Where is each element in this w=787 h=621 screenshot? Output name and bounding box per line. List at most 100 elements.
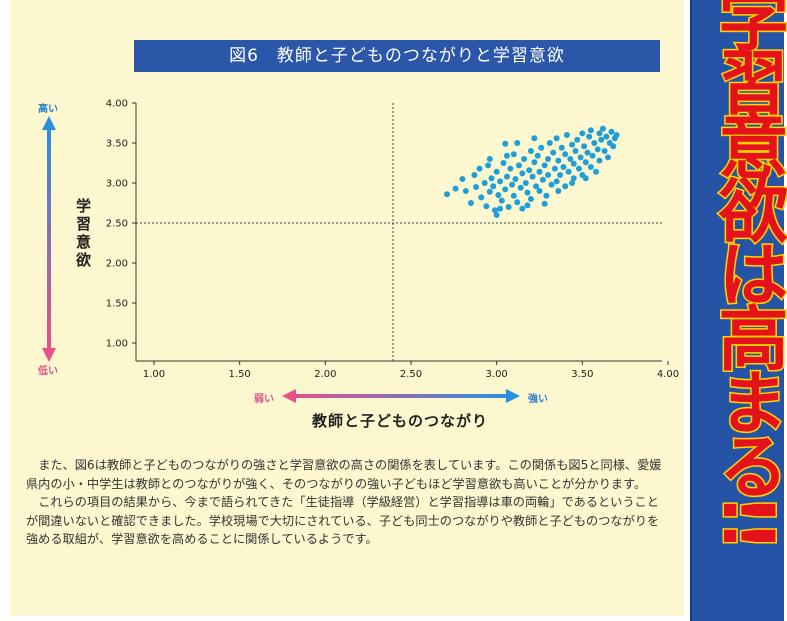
- data-point: [519, 205, 526, 212]
- content-panel: [10, 8, 684, 616]
- scatter-chart: 4.00 3.50 3.00 2.50 2.00 1.50 1.00 1.00 1.50 2.0…: [42, 99, 679, 403]
- y-tick-label: 2.00: [106, 259, 128, 270]
- panel-top-strip: [10, 0, 684, 8]
- data-point: [582, 175, 589, 182]
- data-point: [581, 143, 588, 150]
- data-point: [512, 176, 519, 182]
- y-tick-label: 3.50: [106, 139, 128, 150]
- data-point: [563, 132, 570, 138]
- data-point: [536, 168, 543, 175]
- data-point: [524, 202, 531, 209]
- data-point: [539, 176, 546, 183]
- data-point: [608, 128, 615, 135]
- data-point: [575, 165, 582, 172]
- x-high-label: 強い: [528, 394, 548, 405]
- data-point: [503, 152, 510, 159]
- data-point: [562, 183, 569, 190]
- x-tick-label: 1.50: [229, 369, 251, 380]
- data-point: [471, 172, 478, 178]
- y-high-label: 高い: [38, 104, 58, 115]
- data-point: [478, 194, 485, 201]
- data-point: [599, 125, 606, 132]
- data-point: [522, 180, 529, 186]
- data-point: [543, 192, 550, 199]
- data-point: [557, 172, 564, 178]
- data-point: [493, 168, 500, 175]
- data-point: [569, 180, 576, 186]
- data-point: [596, 157, 603, 164]
- data-point: [558, 144, 565, 151]
- data-point: [443, 191, 450, 198]
- data-point: [493, 212, 500, 218]
- x-tick-label: 2.00: [314, 369, 336, 380]
- data-point: [529, 173, 536, 180]
- data-point: [527, 148, 534, 154]
- data-point: [531, 159, 538, 166]
- banner-slogan: 学習意欲は高まる!!: [706, 0, 787, 547]
- data-point: [541, 162, 548, 169]
- data-point: [551, 165, 558, 172]
- x-tick-label: 2.50: [400, 369, 422, 380]
- data-point: [514, 199, 521, 206]
- data-point: [514, 140, 521, 146]
- data-points: [443, 125, 620, 218]
- data-point: [507, 165, 514, 172]
- data-point: [584, 149, 591, 156]
- data-point: [510, 192, 517, 199]
- data-point: [536, 188, 543, 194]
- data-point: [546, 140, 553, 146]
- data-point: [582, 159, 589, 166]
- data-point: [483, 203, 490, 210]
- data-point: [569, 141, 576, 148]
- data-point: [598, 136, 605, 143]
- data-point: [497, 205, 504, 212]
- data-point: [613, 132, 620, 138]
- data-point: [553, 135, 560, 142]
- data-point: [452, 185, 459, 192]
- y-direction-arrow: [42, 116, 56, 362]
- data-point: [603, 133, 610, 140]
- data-point: [601, 148, 608, 154]
- data-point: [560, 164, 567, 170]
- data-point: [545, 172, 552, 178]
- data-point: [502, 140, 509, 147]
- reference-lines: [136, 103, 662, 361]
- y-tick-labels: 4.00 3.50 3.00 2.50 2.00 1.50 1.00: [106, 99, 136, 350]
- data-point: [591, 140, 598, 146]
- data-point: [500, 160, 507, 166]
- data-point: [502, 186, 509, 193]
- y-low-label: 低い: [38, 366, 58, 377]
- y-tick-label: 1.00: [106, 339, 128, 350]
- data-point: [586, 133, 593, 140]
- data-point: [587, 164, 594, 170]
- data-point: [490, 183, 497, 190]
- data-point: [526, 167, 533, 174]
- data-point: [534, 152, 541, 159]
- data-point: [521, 156, 528, 162]
- data-point: [495, 192, 502, 198]
- data-point: [548, 181, 555, 188]
- data-point: [467, 200, 474, 206]
- data-point: [524, 189, 531, 196]
- data-point: [593, 168, 600, 175]
- data-point: [610, 143, 617, 150]
- data-point: [531, 135, 538, 142]
- x-tick-label: 1.00: [143, 369, 165, 380]
- data-point: [486, 156, 493, 162]
- data-point: [605, 154, 612, 161]
- chart-title: 図6 教師と子どものつながりと学習意欲: [134, 40, 660, 72]
- data-point: [579, 130, 586, 137]
- data-point: [538, 144, 545, 151]
- data-point: [491, 207, 498, 214]
- x-tick-label: 3.50: [571, 369, 593, 380]
- data-point: [517, 184, 524, 191]
- data-point: [555, 188, 562, 194]
- data-point: [497, 178, 504, 185]
- data-point: [572, 148, 579, 154]
- data-point: [527, 196, 534, 202]
- x-axis-label: 教師と子どものつながり: [311, 412, 488, 430]
- data-point: [515, 162, 522, 169]
- data-point: [562, 151, 569, 158]
- data-point: [570, 160, 577, 167]
- x-low-label: 弱い: [254, 394, 274, 405]
